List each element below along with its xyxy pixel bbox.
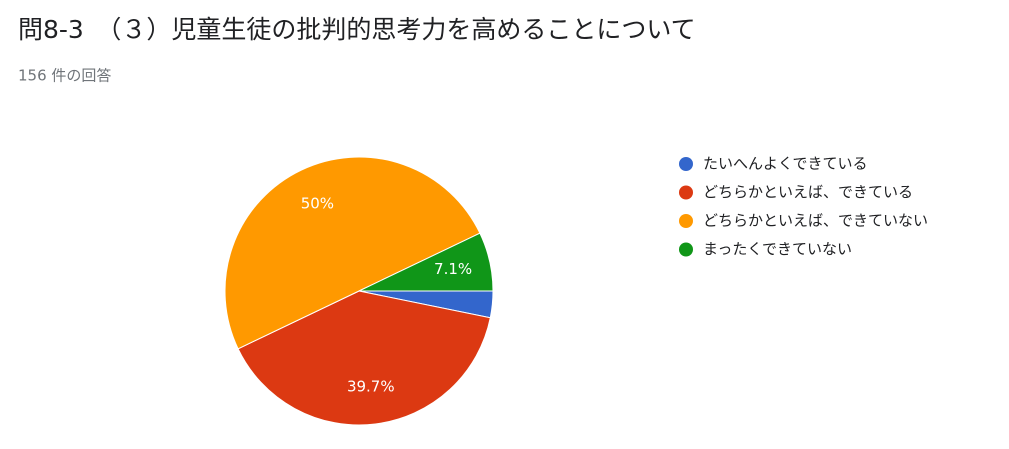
pie-slice [237,290,491,426]
legend: たいへんよくできているどちらかといえば、できているどちらかといえば、できていない… [679,155,928,258]
legend-label: どちらかといえば、できている [703,183,913,201]
slice-label: 7.1% [434,260,472,278]
legend-swatch [679,185,693,200]
slice-label: 39.7% [347,377,395,395]
slice-label: 50% [301,194,334,212]
pie-slice [358,232,494,292]
legend-label: たいへんよくできている [703,155,868,173]
legend-label: どちらかといえば、できていない [703,212,928,230]
chart-subtitle: 156 件の回答 [18,67,111,85]
chart-title: 問8-3 （３）児童生徒の批判的思考力を高めることについて [18,15,696,44]
pie-slice [224,156,481,350]
legend-swatch [679,157,693,171]
legend-swatch [679,214,693,228]
pie: 39.7% 50% 7.1% [224,156,494,426]
legend-swatch [679,242,693,257]
legend-label: まったくできていない [703,240,852,258]
